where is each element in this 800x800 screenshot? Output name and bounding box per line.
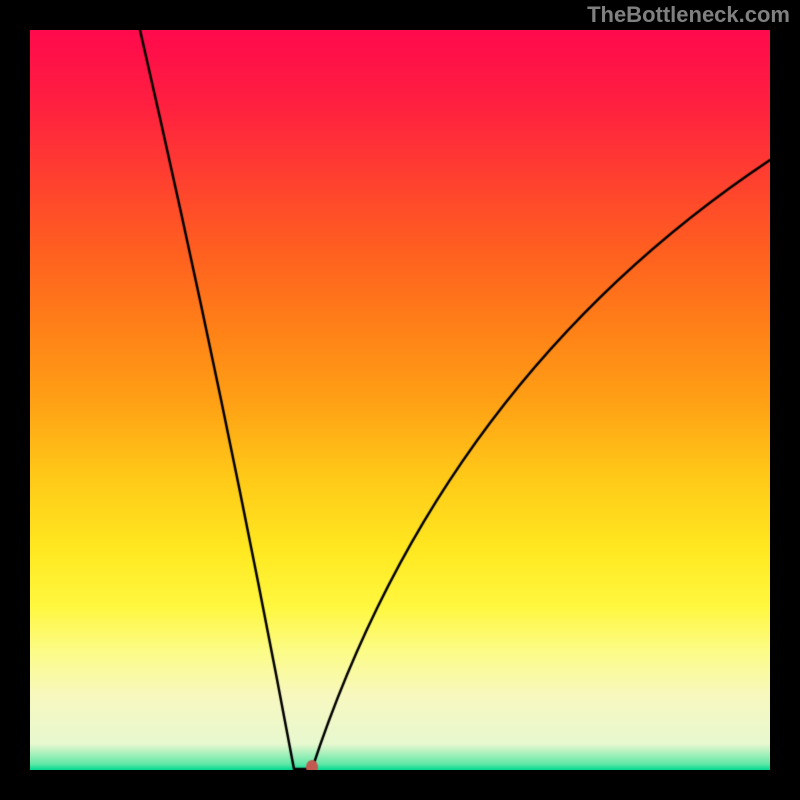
chart-region (30, 30, 770, 770)
watermark-text: TheBottleneck.com (587, 2, 790, 28)
bottleneck-chart-canvas (30, 30, 770, 770)
